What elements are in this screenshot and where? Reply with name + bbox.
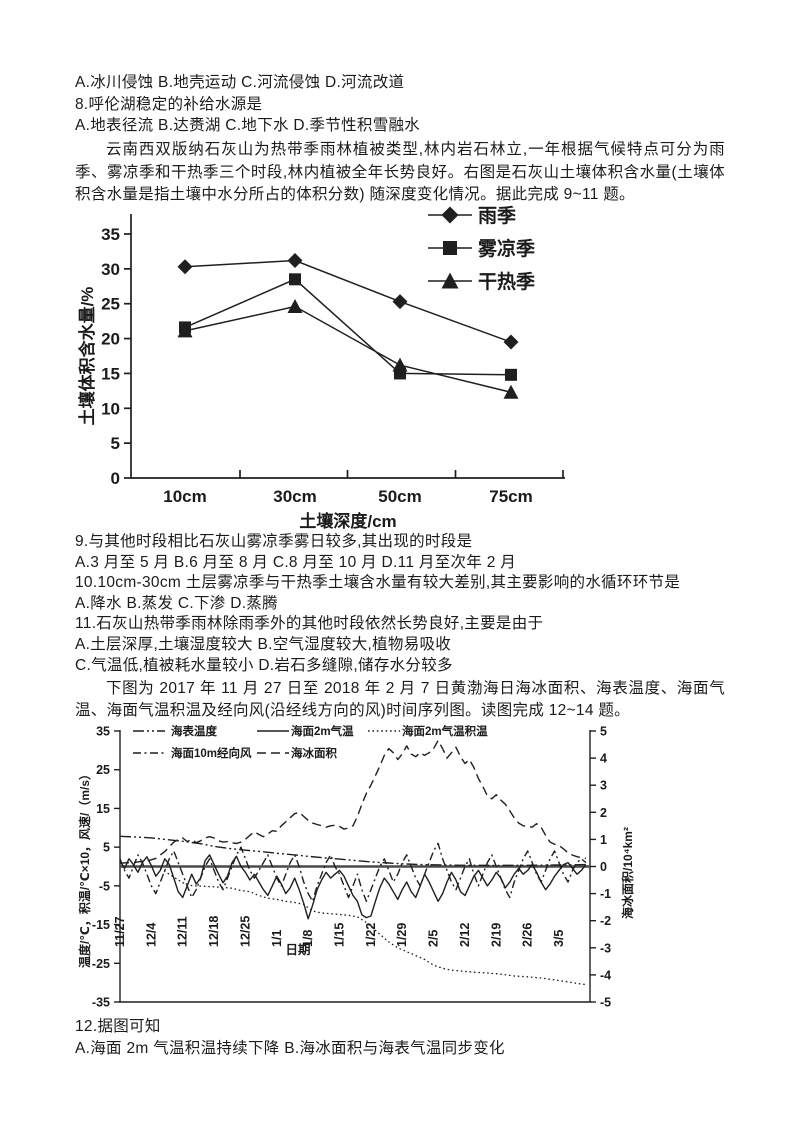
- y-tick-label: 35: [101, 225, 120, 244]
- x-tick-label: 12/18: [207, 916, 221, 947]
- soil-moisture-line-chart: 0 5 10 15 20 25 30 35 10cm 30cm 50cm 75cm 土壤深度/cm 土壤体…: [77, 205, 565, 531]
- y-tick-label: 25: [101, 295, 120, 314]
- legend-label: 海冰面积: [291, 746, 337, 760]
- axes: -35 -25 -15 -5 5 15 25 35 -5 -4 -3 -2 -1 0 1 2 3 4 5 11/27 1…: [77, 725, 635, 1010]
- x-tick-label: 10cm: [163, 487, 206, 506]
- sea-ice-time-series-chart: -35 -25 -15 -5 5 15 25 35 -5 -4 -3 -2 -1 0 1 2 3 4 5 11/27 1…: [77, 724, 635, 1010]
- series-1: [179, 273, 517, 381]
- series-2: [177, 299, 519, 399]
- right-y-tick: 0: [600, 860, 607, 874]
- x-tick-label: 12/4: [144, 923, 158, 947]
- question-10-text: 10.10cm-30cm 土层雾凉季与干热季土壤含水量有较大差别,其主要影响的水…: [75, 574, 681, 592]
- y-tick-label: 15: [101, 364, 120, 383]
- legend-item-2: 干热季: [428, 270, 535, 293]
- x-axis-title: 日期: [285, 942, 310, 957]
- right-y-tick: -1: [600, 887, 611, 901]
- legend-item-海面2m气温积温: 海面2m气温积温: [368, 724, 488, 738]
- y-tick-label: 20: [101, 330, 120, 349]
- question-block-12: 12.据图可知 A.海面 2m 气温积温持续下降 B.海冰面积与海表气温同步变化: [75, 1016, 725, 1059]
- right-y-tick: -3: [600, 941, 611, 955]
- x-tick-label: 30cm: [273, 487, 316, 506]
- question-12-options: A.海面 2m 气温积温持续下降 B.海冰面积与海表气温同步变化: [75, 1039, 505, 1057]
- series-0: [119, 835, 586, 867]
- x-tick-label: 50cm: [378, 487, 421, 506]
- x-tick-label: 1/15: [333, 923, 347, 947]
- passage-sea-ice: 下图为 2017 年 11 月 27 日至 2018 年 2 月 7 日黄渤海日…: [75, 680, 725, 719]
- legend-label: 海面10m经向风: [171, 746, 252, 760]
- legend-label: 海表温度: [171, 724, 217, 738]
- x-tick-label: 1/29: [395, 923, 409, 947]
- series-1: [119, 854, 587, 920]
- right-y-tick: -4: [600, 968, 611, 982]
- x-tick-label: 11/27: [113, 916, 127, 947]
- y-axis-title: 土壤体积含水量/%: [77, 287, 97, 426]
- x-tick-label: 2/5: [427, 930, 441, 947]
- legend-item-海面10m经向风: 海面10m经向风: [133, 746, 252, 760]
- y-tick-label: 10: [101, 399, 120, 418]
- series-4: [119, 739, 587, 864]
- right-y-tick: 2: [600, 806, 607, 820]
- right-y-tick: 1: [600, 833, 607, 847]
- legend-item-海面2m气温: 海面2m气温: [257, 724, 354, 738]
- question-7-options: A.冰川侵蚀 B.地壳运动 C.河流侵蚀 D.河流改道: [75, 74, 405, 91]
- left-y-axis-title: 温度/℃，积温/℃×10，风速/（m/s）: [77, 768, 92, 968]
- series-0: [177, 252, 519, 350]
- y-tick-label: 0: [111, 469, 120, 488]
- legend-item-0: 雨季: [428, 205, 516, 227]
- axes: 0 5 10 15 20 25 30 35 10cm 30cm 50cm 75cm 土壤深度/cm 土壤体…: [77, 214, 565, 531]
- series-2: [159, 867, 586, 986]
- question-11-options-ab: A.土层深厚,土壤湿度较大 B.空气湿度较大,植物易吸收: [75, 635, 452, 653]
- passage-shihuishan: 云南西双版纳石灰山为热带季雨林植被类型,林内岩石林立,一年根据气候特点可分为雨季…: [75, 141, 725, 203]
- x-axis-title: 土壤深度/cm: [299, 511, 396, 531]
- right-y-axis-title: 海冰面积/10⁴km²: [620, 827, 635, 919]
- question-9-text: 9.与其他时段相比石灰山雾凉季雾日较多,其出现的时段是: [75, 533, 473, 550]
- legend-item-海冰面积: 海冰面积: [257, 746, 337, 760]
- x-tick-label: 12/25: [238, 916, 252, 947]
- question-11-text: 11.石灰山热带季雨林除雨季外的其他时段依然长势良好,主要是由于: [75, 615, 544, 633]
- question-12-text: 12.据图可知: [75, 1018, 161, 1035]
- legend-label: 海面2m气温: [291, 724, 354, 738]
- question-10-options: A.降水 B.蒸发 C.下渗 D.蒸腾: [75, 594, 278, 612]
- right-y-tick: -5: [600, 996, 611, 1010]
- question-8-text: 8.呼伦湖稳定的补给水源是: [75, 95, 263, 113]
- legend-label: 海面2m气温积温: [402, 724, 488, 738]
- right-y-tick: 4: [600, 752, 607, 766]
- question-8-options: A.地表径流 B.达赉湖 C.地下水 D.季节性积雪融水: [75, 117, 421, 134]
- right-y-tick: 3: [600, 779, 607, 793]
- x-tick-label: 2/12: [458, 923, 472, 947]
- left-y-tick: 5: [103, 841, 110, 855]
- legend-item-1: 雾凉季: [428, 237, 535, 260]
- question-block-7-8: A.冰川侵蚀 B.地壳运动 C.河流侵蚀 D.河流改道 8.呼伦湖稳定的补给水源…: [75, 72, 725, 137]
- left-y-tick: -15: [92, 918, 110, 932]
- x-tick-label: 2/26: [521, 923, 535, 947]
- x-tick-label: 12/11: [176, 916, 190, 947]
- left-y-tick: 35: [96, 725, 110, 739]
- left-y-tick: 25: [96, 763, 110, 777]
- series-3: [119, 842, 587, 903]
- legend-item-海表温度: 海表温度: [133, 724, 217, 738]
- legend-label: 干热季: [478, 270, 535, 293]
- left-y-tick: -35: [92, 995, 110, 1009]
- x-tick-label: 1/1: [270, 930, 284, 947]
- legend-label: 雾凉季: [478, 237, 535, 260]
- y-tick-label: 30: [101, 260, 120, 279]
- x-tick-label: 2/19: [489, 923, 503, 947]
- y-tick-label: 5: [111, 434, 120, 453]
- left-y-tick: -25: [92, 957, 110, 971]
- x-tick-label: 75cm: [489, 487, 532, 506]
- right-y-tick: 5: [600, 725, 607, 739]
- question-11-options-cd: C.气温低,植被耗水量较小 D.岩石多缝隙,储存水分较多: [75, 656, 453, 674]
- x-tick-label: 1/22: [364, 923, 378, 947]
- x-tick-label: 1/8: [301, 930, 315, 947]
- left-y-tick: 15: [96, 802, 110, 816]
- question-block-9-11: 9.与其他时段相比石灰山雾凉季雾日较多,其出现的时段是 A.3 月至 5 月 B…: [75, 532, 725, 676]
- question-9-options: A.3 月至 5 月 B.6 月至 8 月 C.8 月至 10 月 D.11 月…: [75, 553, 517, 571]
- left-y-tick: -5: [99, 879, 110, 893]
- x-tick-label: 3/5: [552, 930, 566, 947]
- legend-label: 雨季: [478, 205, 516, 227]
- right-y-tick: -2: [600, 914, 611, 928]
